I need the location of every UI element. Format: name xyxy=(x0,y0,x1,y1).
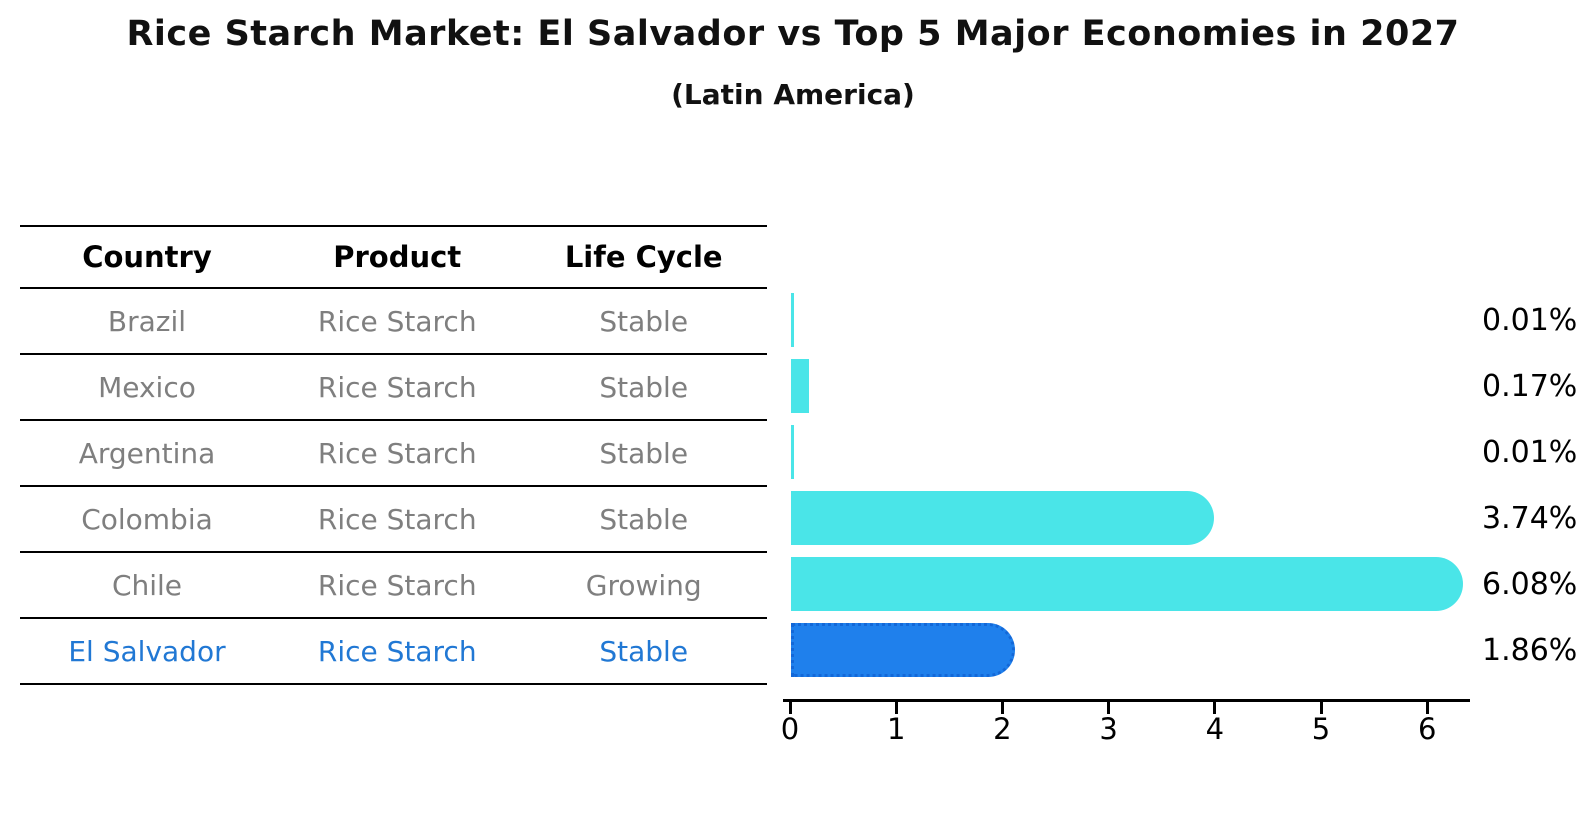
bar-chile xyxy=(791,557,1463,611)
cell-product: Rice Starch xyxy=(317,370,477,404)
x-axis-tick-label: 2 xyxy=(993,712,1012,746)
cell-country: Colombia xyxy=(81,502,213,536)
x-axis-tick xyxy=(894,701,898,714)
col-header-product: Product xyxy=(333,240,462,274)
chart-title: Rice Starch Market: El Salvador vs Top 5… xyxy=(126,14,1460,54)
x-axis-tick xyxy=(1000,701,1004,714)
cell-life-cycle: Stable xyxy=(599,502,689,536)
cell-country: Mexico xyxy=(98,370,196,404)
table-row-chile: Chile Rice Starch Growing xyxy=(20,553,767,619)
value-label-colombia: 3.74% xyxy=(1482,500,1578,536)
cell-country: El Salvador xyxy=(68,634,226,668)
cell-product: Rice Starch xyxy=(317,502,477,536)
value-label-argentina: 0.01% xyxy=(1482,434,1578,470)
x-axis-tick-label: 3 xyxy=(1099,712,1118,746)
cell-life-cycle: Stable xyxy=(599,370,689,404)
table-header-row: Country Product Life Cycle xyxy=(20,227,767,289)
x-axis-tick-label: 1 xyxy=(886,712,906,746)
cell-product: Rice Starch xyxy=(317,568,477,602)
country-table: Country Product Life Cycle Brazil Rice S… xyxy=(20,225,767,685)
bar-colombia xyxy=(791,491,1215,545)
table-row-argentina: Argentina Rice Starch Stable xyxy=(20,421,767,487)
x-axis-tick xyxy=(1425,701,1429,714)
cell-product: Rice Starch xyxy=(317,304,477,338)
value-label-chile: 6.08% xyxy=(1482,566,1578,602)
cell-life-cycle: Stable xyxy=(599,304,689,338)
bar-el-salvador xyxy=(791,623,1015,677)
cell-product: Rice Starch xyxy=(317,436,477,470)
x-axis-tick-label: 0 xyxy=(780,712,800,746)
value-label-mexico: 0.17% xyxy=(1482,368,1578,404)
value-label-brazil: 0.01% xyxy=(1482,302,1578,338)
x-axis-tick-label: 6 xyxy=(1417,712,1437,746)
cell-country: Argentina xyxy=(78,436,216,470)
cell-life-cycle: Stable xyxy=(599,634,689,668)
cell-life-cycle: Stable xyxy=(599,436,689,470)
x-axis-tick xyxy=(788,701,792,714)
table-row-brazil: Brazil Rice Starch Stable xyxy=(20,289,767,355)
cell-country: Chile xyxy=(111,568,183,602)
table-row-el-salvador: El Salvador Rice Starch Stable xyxy=(20,619,767,685)
cell-life-cycle: Growing xyxy=(585,568,702,602)
x-axis-tick-label: 4 xyxy=(1205,712,1225,746)
chart-subtitle: (Latin America) xyxy=(671,78,915,111)
x-axis-tick-label: 5 xyxy=(1311,712,1331,746)
x-axis-tick xyxy=(1213,701,1217,714)
x-axis-tick xyxy=(1319,701,1323,714)
x-axis-tick xyxy=(1107,701,1111,714)
cell-product: Rice Starch xyxy=(317,634,477,668)
bar-mexico xyxy=(791,359,810,413)
col-header-life-cycle: Life Cycle xyxy=(564,240,723,274)
col-header-country: Country xyxy=(82,240,212,274)
bar-brazil xyxy=(791,293,794,347)
cell-country: Brazil xyxy=(107,304,187,338)
bar-argentina xyxy=(791,425,794,479)
table-row-colombia: Colombia Rice Starch Stable xyxy=(20,487,767,553)
x-axis-line xyxy=(783,699,1470,702)
value-label-el-salvador: 1.86% xyxy=(1482,632,1578,668)
table-row-mexico: Mexico Rice Starch Stable xyxy=(20,355,767,421)
